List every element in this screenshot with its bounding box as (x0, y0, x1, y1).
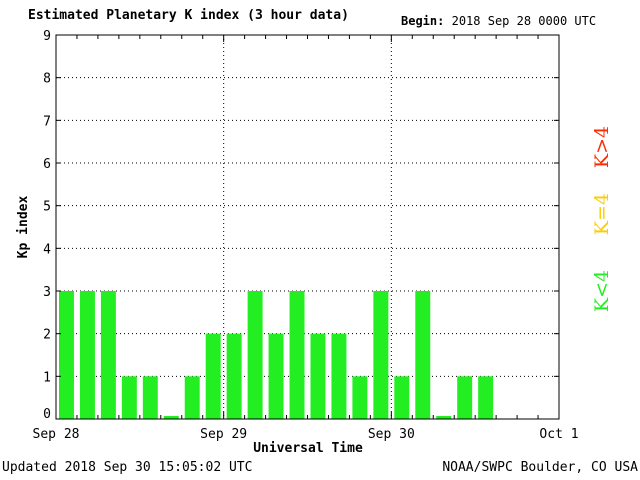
kp-bar (247, 291, 263, 419)
plot-frame (55, 34, 560, 420)
x-tick-label: Oct 1 (539, 427, 578, 442)
x-axis-ticks: Sep 28 Sep 29 Sep 30 Oct 1 (33, 35, 579, 442)
kp-bar (415, 291, 431, 419)
legend-entry: K>4 (591, 126, 613, 168)
kp-bar (163, 416, 179, 419)
data-source: NOAA/SWPC Boulder, CO USA (442, 460, 638, 475)
y-tick-label: 3 (43, 285, 51, 300)
kp-bar (184, 376, 200, 419)
y-axis-label: Kp index (16, 196, 31, 259)
x-tick-label: Sep 28 (33, 427, 80, 442)
kp-bar (79, 291, 95, 419)
legend-entry: K=4 (591, 193, 613, 235)
y-tick-label: 8 (43, 72, 51, 87)
kp-bar (205, 333, 221, 419)
x-tick-label: Sep 29 (200, 427, 247, 442)
kp-bar (268, 333, 284, 419)
kp-bar (457, 376, 473, 419)
begin-label: Begin: (401, 14, 445, 28)
kp-bar (226, 333, 242, 419)
kp-bar (394, 376, 410, 419)
kp-bar (289, 291, 305, 419)
kp-bar (352, 376, 368, 419)
y-tick-label: 5 (43, 200, 51, 215)
legend: K>4 K=4 K<4 (591, 126, 613, 312)
y-tick-label: 9 (43, 29, 51, 44)
kp-bar (310, 333, 326, 419)
kp-bar (59, 291, 74, 419)
kp-bar (436, 416, 452, 419)
kp-bar (142, 376, 158, 419)
y-tick-label: 7 (43, 114, 51, 129)
y-tick-label: 2 (43, 328, 51, 343)
kp-bar (121, 376, 137, 419)
x-axis-label: Universal Time (253, 441, 363, 456)
begin-time: Begin: 2018 Sep 28 0000 UTC (401, 14, 596, 28)
updated-timestamp: Updated 2018 Sep 30 15:05:02 UTC (2, 460, 253, 475)
x-tick-label: Sep 30 (368, 427, 415, 442)
bars (59, 291, 494, 419)
kp-bar (100, 291, 116, 419)
begin-value: 2018 Sep 28 0000 UTC (451, 14, 597, 28)
y-tick-label: 6 (43, 157, 51, 172)
chart-title: Estimated Planetary K index (3 hour data… (28, 8, 349, 23)
y-tick-label: 1 (43, 370, 51, 385)
legend-entry: K<4 (591, 270, 613, 312)
kp-bar (373, 291, 389, 419)
kp-bar (331, 333, 347, 419)
y-axis-ticks: 0 1 2 3 4 5 6 7 8 9 (43, 29, 559, 422)
y-tick-label: 4 (43, 242, 51, 257)
y-tick-label: 0 (43, 407, 51, 422)
kp-bar (478, 376, 494, 419)
grid-lines (56, 35, 559, 419)
